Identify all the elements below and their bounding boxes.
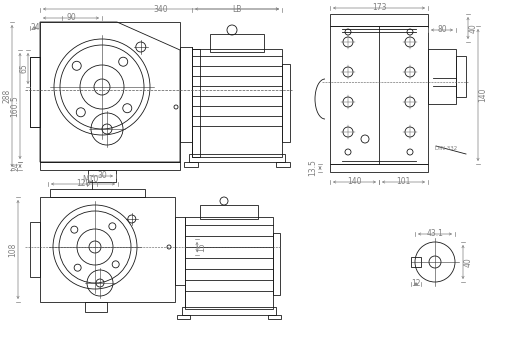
Bar	[40, 22, 180, 162]
Bar	[30, 222, 40, 277]
Bar	[189, 154, 285, 162]
Text: M10: M10	[82, 176, 98, 184]
Bar	[85, 302, 107, 312]
Bar	[30, 57, 40, 127]
Text: 15: 15	[197, 242, 207, 252]
Text: 160.5: 160.5	[10, 95, 20, 117]
Bar	[330, 26, 428, 164]
Text: 43.1: 43.1	[426, 230, 443, 239]
Bar	[30, 57, 40, 127]
Text: DIN 332: DIN 332	[435, 146, 457, 151]
Bar	[50, 189, 145, 197]
Bar	[192, 49, 282, 157]
Bar	[200, 205, 258, 219]
Text: 288: 288	[3, 89, 11, 103]
Bar	[177, 315, 190, 319]
Text: 340: 340	[154, 5, 168, 13]
Text: 13.5: 13.5	[309, 159, 318, 176]
Text: 24: 24	[30, 24, 40, 32]
Bar	[185, 217, 273, 309]
Text: 40: 40	[468, 23, 478, 33]
Bar	[282, 64, 290, 142]
Text: 30: 30	[97, 171, 107, 181]
Bar	[428, 49, 456, 104]
Text: 120: 120	[76, 180, 90, 189]
Text: 80: 80	[437, 25, 447, 34]
Text: 101: 101	[396, 177, 411, 187]
Bar	[88, 170, 116, 182]
Text: 90: 90	[66, 13, 76, 23]
Bar	[182, 307, 276, 315]
Bar	[184, 162, 198, 167]
Bar	[330, 164, 428, 172]
Text: 65: 65	[20, 64, 28, 73]
Text: 108: 108	[8, 242, 18, 257]
Text: 140: 140	[479, 88, 487, 102]
Bar	[175, 217, 185, 285]
Bar	[40, 162, 180, 170]
Bar	[210, 34, 264, 52]
Bar	[273, 233, 280, 295]
Bar	[276, 162, 290, 167]
Bar	[192, 49, 200, 157]
Text: 24: 24	[11, 161, 21, 171]
Bar	[456, 56, 466, 97]
Text: 173: 173	[372, 4, 386, 13]
Bar	[330, 14, 428, 26]
Bar	[268, 315, 281, 319]
Bar	[40, 197, 175, 302]
Bar	[411, 257, 421, 267]
Text: 12: 12	[411, 279, 421, 289]
Text: 140: 140	[347, 177, 362, 187]
Bar	[180, 47, 192, 142]
Text: 40: 40	[464, 257, 472, 267]
Text: LB: LB	[232, 5, 242, 13]
